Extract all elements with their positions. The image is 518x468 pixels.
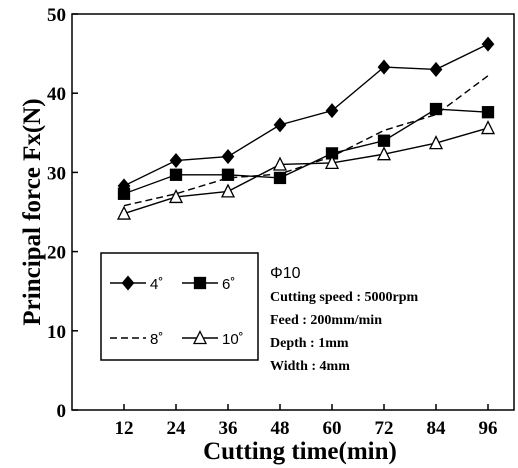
data-point (220, 183, 236, 198)
data-point (273, 117, 287, 133)
data-point (169, 168, 183, 181)
legend-marker (192, 330, 208, 345)
x-tick-label: 36 (219, 418, 238, 439)
data-point (325, 103, 339, 119)
series-line (123, 75, 489, 207)
data-point (324, 154, 340, 170)
data-point (481, 36, 495, 52)
data-point (116, 205, 132, 220)
x-tick-label: 60 (323, 418, 342, 439)
series-line (123, 108, 489, 195)
y-tick-label: 10 (47, 322, 66, 343)
annotation-line-speed: Cutting speed : 5000rpm (270, 290, 419, 305)
legend-label: 6˚ (222, 276, 235, 293)
legend: 4˚ 6˚ 8˚ 10˚ (100, 252, 259, 361)
series-line (123, 43, 489, 187)
data-point (429, 102, 443, 116)
legend-item: 6˚ (182, 276, 235, 293)
series-layer (116, 36, 496, 220)
series-1 (117, 102, 495, 200)
y-tick-label: 20 (47, 243, 66, 264)
data-point (377, 59, 391, 75)
x-axis-title: Cutting time(min) (203, 438, 397, 465)
y-tick-label: 30 (47, 163, 66, 184)
legend-label: 4˚ (150, 276, 163, 293)
data-point (273, 171, 287, 185)
data-point (221, 149, 235, 165)
data-point (376, 146, 392, 161)
data-point (480, 120, 496, 135)
data-point (377, 134, 391, 147)
legend-marker (121, 275, 135, 291)
y-axis-title: Principal force Fx(N) (19, 98, 46, 325)
y-tick-label: 50 (47, 5, 66, 26)
x-tick-label: 72 (375, 418, 394, 439)
series-3 (116, 120, 496, 220)
x-axis-ticks: 12 24 36 48 60 72 84 96 (115, 404, 498, 439)
legend-marker (193, 276, 207, 290)
data-point (221, 168, 235, 181)
series-0 (117, 36, 495, 194)
data-point (272, 156, 288, 171)
x-tick-label: 84 (427, 418, 447, 439)
x-tick-label: 96 (479, 418, 498, 439)
series-line (123, 127, 489, 215)
annotation-line-width: Width : 4mm (270, 359, 350, 374)
legend-item: 8˚ (110, 331, 163, 348)
x-tick-label: 12 (115, 418, 134, 439)
annotation-heading: Φ10 (270, 265, 301, 282)
x-tick-label: 24 (167, 418, 187, 439)
data-point (117, 187, 131, 200)
annotation-line-feed: Feed : 200mm/min (270, 313, 382, 328)
data-point (428, 135, 444, 150)
data-point (481, 106, 495, 119)
plot-frame (71, 13, 515, 411)
data-point (429, 61, 443, 77)
legend-label: 10˚ (222, 331, 244, 348)
y-tick-label: 40 (47, 84, 66, 105)
y-axis-ticks: 0 10 20 30 40 50 (47, 5, 78, 422)
x-tick-label: 48 (271, 418, 290, 439)
data-point (169, 153, 183, 169)
legend-label: 8˚ (150, 331, 163, 348)
annotation-line-depth: Depth : 1mm (270, 336, 349, 351)
legend-box (100, 252, 259, 361)
legend-item: 10˚ (182, 330, 244, 348)
condition-annotation: Φ10 Cutting speed : 5000rpm Feed : 200mm… (270, 265, 419, 374)
data-point (168, 188, 184, 204)
series-2 (123, 75, 489, 207)
y-tick-label: 0 (57, 401, 67, 422)
legend-item: 4˚ (110, 275, 163, 293)
